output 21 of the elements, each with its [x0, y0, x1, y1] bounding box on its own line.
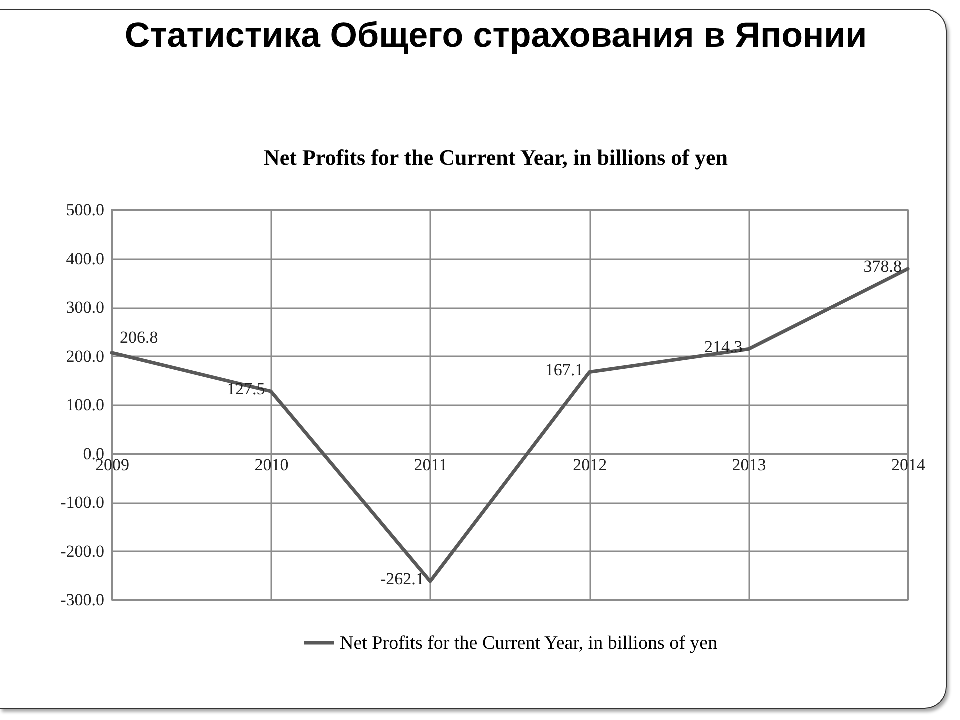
chart-title: Статистика Общего страхования в Японии [124, 16, 868, 55]
x-tick-label: 2011 [414, 455, 448, 474]
y-tick-label: -100.0 [60, 493, 104, 512]
legend-label: Net Profits for the Current Year, in billions of yen [340, 633, 718, 654]
y-tick-label: 500.0 [66, 200, 104, 220]
y-tick-label: -200.0 [60, 542, 104, 561]
data-label: 206.8 [120, 328, 158, 347]
data-label: 214.3 [704, 337, 743, 356]
data-label: -262.1 [380, 570, 424, 589]
x-tick-label: 2012 [573, 455, 608, 474]
y-tick-label: -300.0 [60, 590, 104, 610]
data-label: 378.8 [864, 257, 902, 276]
chart-subtitle: Net Profits for the Current Year, in billions of yen [264, 145, 728, 170]
x-tick-label: 2010 [254, 455, 289, 474]
data-label: 167.1 [545, 360, 584, 380]
y-tick-label: 100.0 [66, 396, 104, 414]
y-tick-label: 200.0 [66, 346, 104, 366]
y-tick-label: 400.0 [66, 249, 104, 268]
x-tick-label: 2013 [732, 455, 766, 474]
x-tick-label: 2014 [892, 455, 926, 474]
y-tick-label: 300.0 [66, 298, 104, 317]
